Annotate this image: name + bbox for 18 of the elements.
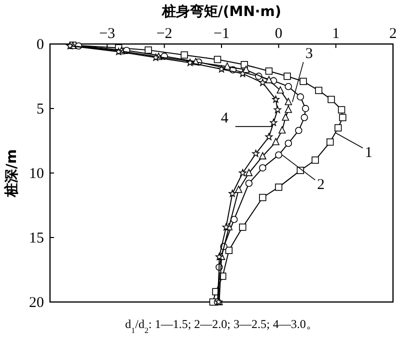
x-tick-label: −2: [156, 26, 172, 42]
annotation: 2: [317, 176, 325, 193]
annotation: 3: [305, 46, 313, 62]
x-tick-label: −3: [99, 26, 116, 42]
x-axis-title: 桩身弯矩/(MN·m): [160, 3, 282, 20]
annotation: 1: [364, 145, 372, 162]
y-tick-label: 15: [29, 230, 44, 246]
y-axis-title: 桩深/m: [3, 149, 20, 198]
y-tick-label: 0: [36, 37, 44, 53]
x-tick-label: 1: [332, 26, 340, 42]
x-tick-label: 0: [274, 26, 282, 42]
text: d$_{1}$/d$_{2}$: 1—1.5; 2—2.0; 3—2.5; 4—3.0。: [125, 317, 318, 334]
annotation: 4: [220, 110, 229, 127]
y-tick-label: 10: [29, 166, 44, 182]
y-tick-label: 5: [36, 102, 44, 118]
x-tick-label: 2: [389, 26, 397, 42]
x-tick-label: −1: [214, 26, 230, 42]
y-tick-label: 20: [29, 295, 44, 311]
